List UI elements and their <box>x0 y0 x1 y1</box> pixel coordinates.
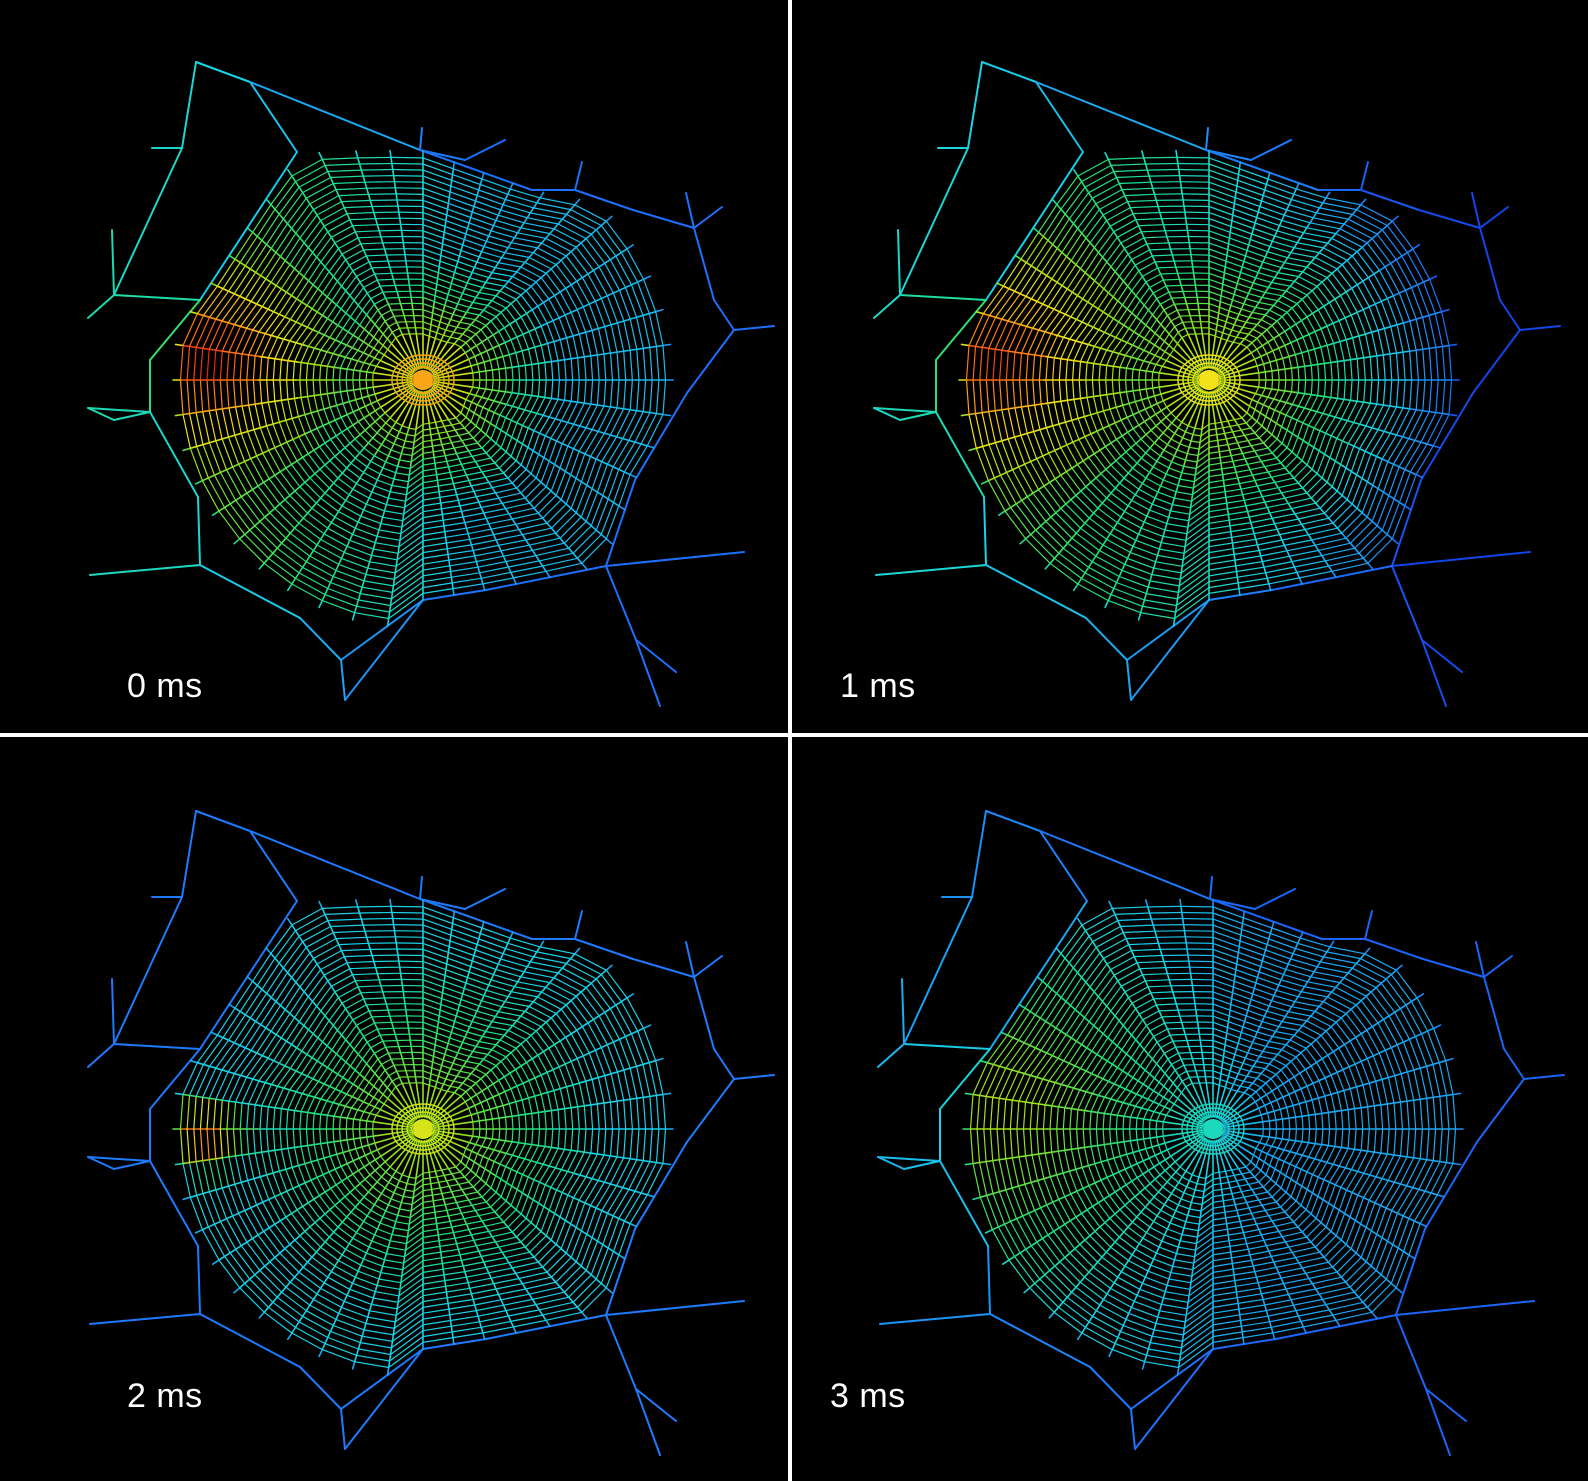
time-label-3ms: 3 ms <box>830 1377 906 1415</box>
web-mesh-3ms <box>877 810 1565 1456</box>
panel-0ms: 0 ms <box>0 0 788 733</box>
web-0ms-threads <box>87 61 775 707</box>
time-label-0ms: 0 ms <box>127 667 203 705</box>
web-0ms-hub <box>413 370 433 390</box>
web-1ms-hub <box>1199 370 1219 390</box>
web-mesh-0ms <box>87 61 775 707</box>
panel-3ms: 3 ms <box>792 737 1588 1481</box>
web-mesh-1ms <box>873 61 1561 707</box>
time-label-1ms: 1 ms <box>840 667 916 705</box>
panel-2ms: 2 ms <box>0 737 788 1481</box>
time-label-2ms: 2 ms <box>127 1377 203 1415</box>
web-2ms-threads <box>87 810 775 1456</box>
web-2ms-hub <box>413 1119 433 1139</box>
web-mesh-2ms <box>87 810 775 1456</box>
web-1ms-threads <box>873 61 1561 707</box>
web-3ms-hub <box>1203 1119 1223 1139</box>
web-3ms-threads <box>877 810 1565 1456</box>
panel-1ms: 1 ms <box>792 0 1588 733</box>
